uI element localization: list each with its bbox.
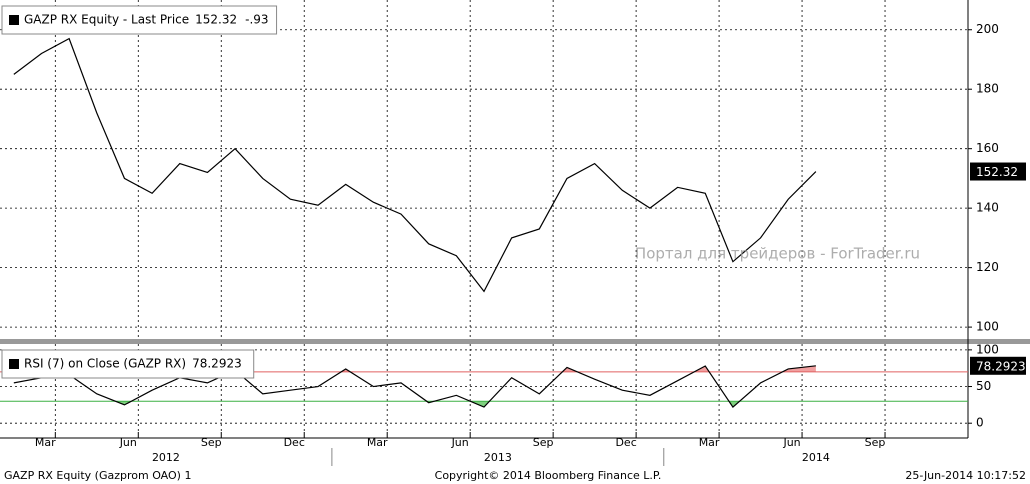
separator (0, 339, 1030, 344)
price-line (13, 37, 817, 293)
x-tick-label: Sep (533, 436, 554, 449)
last-value-label: 152.32 (976, 165, 1018, 179)
x-tick-label: Jun (451, 436, 469, 449)
legend: RSI (7) on Close (GAZP RX) 78.2923 (1, 349, 255, 379)
footer-center: Copyright© 2014 Bloomberg Finance L.P. (435, 469, 662, 482)
legend-swatch (9, 359, 19, 369)
y-tick-label: 180 (976, 82, 999, 96)
legend-label: RSI (7) on Close (GAZP RX) (24, 357, 186, 371)
last-value-label: 78.2923 (976, 359, 1026, 373)
y-tick-label: 140 (976, 201, 999, 215)
year-label: 2012 (152, 451, 180, 464)
y-tick-label: 200 (976, 22, 999, 36)
legend-value: 78.2923 (192, 357, 242, 371)
y-tick-label: 0 (976, 416, 984, 430)
y-tick-label: 100 (976, 320, 999, 334)
last-value-tag (970, 162, 1026, 181)
legend: GAZP RX Equity - Last Price 152.32 -.93 (1, 5, 278, 35)
level-fill (13, 401, 816, 408)
x-tick-label: Dec (615, 436, 636, 449)
y-tick-label: 100 (976, 342, 999, 356)
x-tick-label: Jun (782, 436, 800, 449)
x-tick-label: Mar (35, 436, 56, 449)
legend-label: GAZP RX Equity - Last Price (24, 13, 189, 27)
footer-right: 25-Jun-2014 10:17:52 (905, 469, 1026, 482)
y-tick-label: 50 (976, 379, 991, 393)
watermark: Портал для трейдеров - ForTrader.ru (635, 245, 920, 263)
x-tick-label: Dec (284, 436, 305, 449)
legend-value: 152.32 (195, 13, 237, 27)
legend-box (1, 5, 278, 35)
legend-change: -.93 (245, 13, 268, 27)
price-line (13, 365, 816, 408)
year-label: 2014 (802, 451, 830, 464)
x-tick-label: Sep (201, 436, 222, 449)
last-value-tag (970, 356, 1026, 375)
x-tick-label: Mar (367, 436, 388, 449)
legend-swatch (9, 15, 19, 25)
y-tick-label: 160 (976, 141, 999, 155)
y-tick-label: 120 (976, 260, 999, 274)
footer-left: GAZP RX Equity (Gazprom OAO) 1 (4, 469, 191, 482)
year-label: 2013 (484, 451, 512, 464)
x-tick-label: Mar (699, 436, 720, 449)
x-tick-label: Jun (119, 436, 137, 449)
legend-box (1, 349, 255, 379)
x-tick-label: Sep (865, 436, 886, 449)
